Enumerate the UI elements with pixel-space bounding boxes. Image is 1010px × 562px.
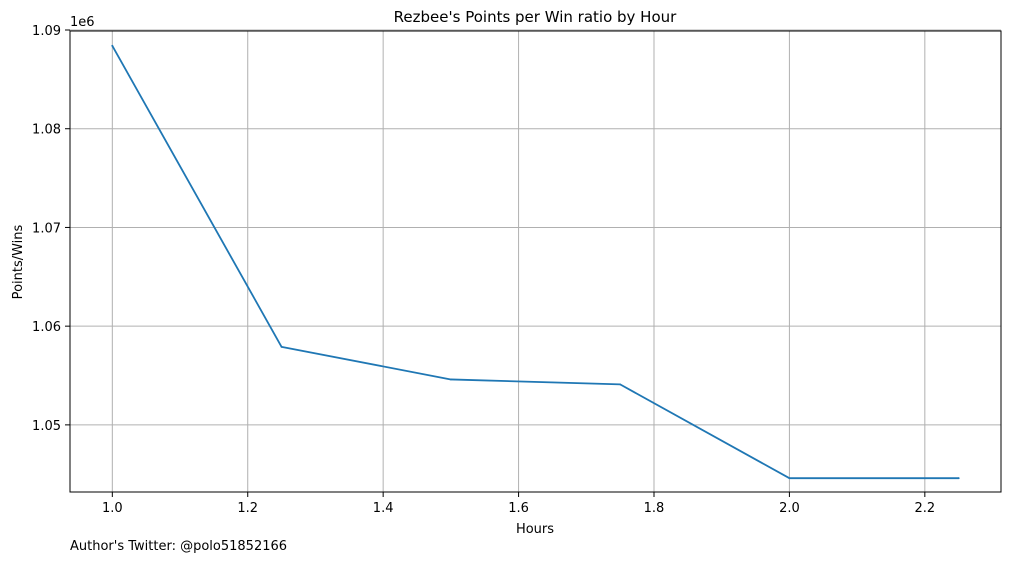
x-tick-label: 2.0 — [779, 501, 800, 516]
data-point — [280, 345, 283, 348]
grid-lines — [70, 29, 1001, 492]
y-offset-label: 1e6 — [70, 15, 95, 30]
x-tick-label: 1.8 — [644, 501, 665, 516]
author-note: Author's Twitter: @polo51852166 — [70, 539, 287, 554]
y-axis-label: Points/Wins — [11, 224, 26, 299]
y-tick-label: 1.08 — [32, 123, 61, 138]
data-point — [111, 44, 114, 47]
data-point — [619, 383, 622, 386]
chart-title: Rezbee's Points per Win ratio by Hour — [394, 8, 677, 26]
x-tick-label: 1.4 — [373, 501, 394, 516]
x-tick-label: 1.6 — [508, 501, 529, 516]
axis-ticks: 1.0 1.2 1.4 1.6 1.8 2.0 2.2 1.05 1.06 1.07 1.08 1.0… — [32, 24, 935, 516]
data-series — [111, 44, 960, 480]
y-tick-label: 1.09 — [32, 24, 61, 39]
data-point — [957, 477, 960, 480]
x-tick-label: 1.0 — [102, 501, 123, 516]
y-tick-label: 1.06 — [32, 320, 61, 335]
x-tick-label: 2.2 — [914, 501, 935, 516]
plot-frame — [69, 30, 1002, 493]
data-point — [449, 378, 452, 381]
series-line — [111, 44, 960, 480]
x-axis-label: Hours — [516, 522, 554, 537]
data-point — [788, 477, 791, 480]
x-tick-label: 1.2 — [237, 501, 258, 516]
y-tick-label: 1.05 — [32, 419, 61, 434]
y-tick-label: 1.07 — [32, 221, 61, 236]
